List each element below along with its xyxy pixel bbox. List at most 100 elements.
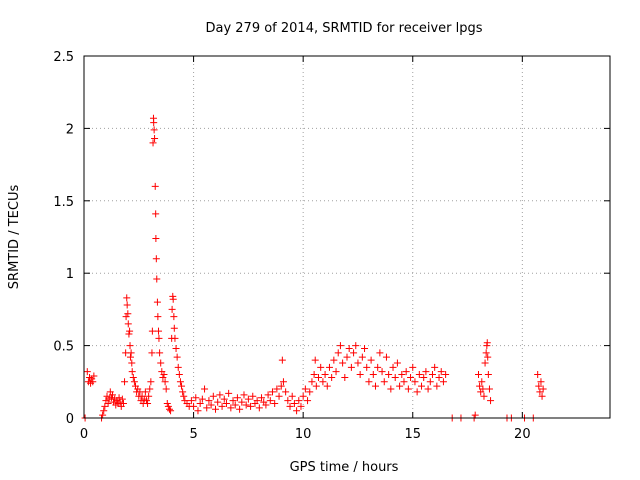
- data-point: [321, 371, 329, 379]
- data-point: [89, 378, 97, 386]
- data-point: [178, 382, 186, 390]
- data-point: [396, 382, 404, 390]
- data-point: [275, 392, 283, 400]
- data-point: [104, 400, 112, 408]
- data-point: [83, 368, 91, 376]
- data-point: [201, 385, 209, 393]
- data-point: [207, 401, 215, 409]
- data-point: [168, 305, 176, 313]
- data-point: [478, 378, 486, 386]
- data-point: [176, 378, 184, 386]
- data-point: [100, 407, 108, 415]
- data-point: [242, 401, 250, 409]
- data-point: [173, 353, 181, 361]
- y-tick-label: 0: [66, 412, 74, 427]
- data-point: [407, 373, 415, 381]
- data-point: [328, 373, 336, 381]
- data-point: [205, 397, 213, 405]
- data-point: [367, 356, 375, 364]
- data-point: [413, 388, 421, 396]
- data-point: [356, 371, 364, 379]
- data-point: [319, 378, 327, 386]
- data-point: [240, 391, 248, 399]
- data-point: [152, 210, 160, 218]
- data-point: [536, 388, 544, 396]
- data-point: [236, 405, 244, 413]
- data-point: [126, 327, 134, 335]
- data-point: [123, 294, 131, 302]
- data-point: [332, 368, 340, 376]
- data-point: [150, 126, 158, 134]
- data-point: [312, 382, 320, 390]
- data-point: [171, 334, 179, 342]
- data-point: [90, 372, 98, 380]
- data-point: [153, 275, 161, 283]
- data-point: [196, 400, 204, 408]
- x-tick-label: 10: [295, 427, 312, 442]
- data-point: [306, 388, 314, 396]
- data-point: [471, 411, 479, 419]
- data-point: [264, 391, 272, 399]
- data-point: [297, 402, 305, 410]
- data-point: [439, 378, 447, 386]
- y-tick-label: 1: [66, 267, 74, 282]
- y-axis-label: SRMTID / TECUs: [7, 185, 22, 290]
- data-point: [426, 378, 434, 386]
- data-point: [147, 378, 155, 386]
- data-point: [129, 373, 137, 381]
- data-point: [389, 363, 397, 371]
- data-point: [148, 349, 156, 357]
- data-point: [175, 371, 183, 379]
- data-point: [537, 378, 545, 386]
- data-point: [483, 339, 491, 347]
- data-point: [411, 378, 419, 386]
- x-tick-label: 0: [80, 427, 88, 442]
- data-point: [141, 388, 149, 396]
- data-point: [480, 392, 488, 400]
- data-point: [212, 405, 219, 413]
- data-point: [334, 349, 342, 357]
- data-point: [538, 392, 546, 400]
- data-point: [247, 402, 255, 410]
- data-point: [164, 402, 172, 410]
- data-point: [244, 395, 252, 403]
- data-point: [479, 385, 487, 393]
- data-points: [81, 114, 547, 422]
- data-point: [278, 356, 286, 364]
- data-point: [286, 402, 294, 410]
- data-point: [214, 398, 222, 406]
- data-point: [152, 255, 160, 263]
- data-point: [119, 400, 127, 408]
- data-point: [152, 234, 160, 242]
- x-tick-label: 20: [514, 427, 531, 442]
- data-point: [323, 382, 331, 390]
- y-tick-label: 1.5: [53, 195, 74, 210]
- data-point: [393, 359, 401, 367]
- data-point: [159, 373, 167, 381]
- data-point: [253, 397, 261, 405]
- data-point: [336, 342, 344, 350]
- data-point: [363, 363, 371, 371]
- data-point: [343, 353, 351, 361]
- data-point: [225, 389, 233, 397]
- data-point: [279, 378, 287, 386]
- data-point: [385, 371, 393, 379]
- data-point: [371, 382, 379, 390]
- data-point: [380, 378, 388, 386]
- data-point: [262, 401, 270, 409]
- data-point: [402, 368, 410, 376]
- data-point: [431, 363, 439, 371]
- data-point: [422, 368, 430, 376]
- data-point: [255, 404, 263, 412]
- data-point: [293, 407, 301, 415]
- data-point: [301, 385, 309, 393]
- data-point: [169, 295, 177, 303]
- tick-labels: 0 5 10 15 20 0 0.5 1 1.5 2 2.5: [53, 50, 530, 442]
- data-point: [192, 394, 200, 402]
- data-point: [415, 371, 423, 379]
- data-point: [345, 344, 353, 352]
- data-point: [369, 371, 377, 379]
- x-tick-label: 15: [404, 427, 421, 442]
- data-point: [304, 397, 312, 405]
- data-point: [150, 119, 158, 127]
